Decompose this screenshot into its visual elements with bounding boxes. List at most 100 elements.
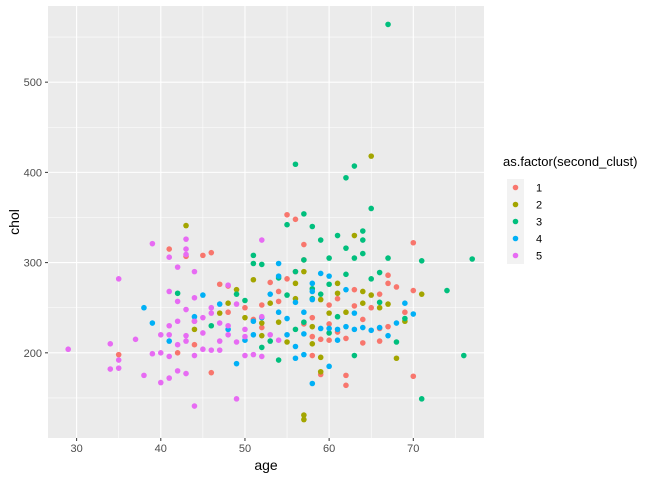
data-point-cluster-3 <box>385 21 391 28</box>
data-point-cluster-4 <box>275 273 282 279</box>
data-point-cluster-2 <box>393 355 400 362</box>
data-point-cluster-3 <box>258 344 265 351</box>
data-point-cluster-1 <box>284 211 290 218</box>
data-point-cluster-1 <box>385 280 391 287</box>
data-point-cluster-1 <box>267 279 274 286</box>
data-point-cluster-2 <box>376 304 383 311</box>
data-point-cluster-3 <box>250 252 257 259</box>
data-point-cluster-3 <box>250 260 257 267</box>
data-point-cluster-3 <box>334 232 341 239</box>
data-point-cluster-1 <box>359 340 366 346</box>
data-point-cluster-3 <box>317 237 324 243</box>
x-tick-label: 30 <box>70 443 82 455</box>
data-point-cluster-5 <box>183 370 189 377</box>
legend-key-5 <box>512 252 519 259</box>
data-point-cluster-1 <box>258 302 265 308</box>
data-point-cluster-1 <box>275 288 282 295</box>
data-point-cluster-5 <box>183 338 189 344</box>
data-point-cluster-1 <box>393 284 400 290</box>
data-point-cluster-1 <box>166 246 173 252</box>
data-point-cluster-4 <box>334 337 341 343</box>
data-point-cluster-4 <box>351 326 358 333</box>
data-point-cluster-3 <box>385 255 391 261</box>
data-point-cluster-2 <box>351 232 358 239</box>
data-point-cluster-1 <box>343 372 349 379</box>
data-point-cluster-2 <box>292 280 299 287</box>
data-point-cluster-1 <box>385 323 391 330</box>
data-point-cluster-3 <box>469 256 476 262</box>
data-point-cluster-5 <box>216 347 223 353</box>
data-point-cluster-4 <box>250 318 257 325</box>
data-point-cluster-5 <box>208 347 215 353</box>
data-point-cluster-5 <box>191 403 198 409</box>
data-point-cluster-4 <box>301 309 307 316</box>
legend-label-1: 1 <box>536 183 542 195</box>
data-point-cluster-2 <box>368 153 375 159</box>
data-point-cluster-5 <box>166 254 173 260</box>
data-point-cluster-4 <box>326 363 332 370</box>
data-point-cluster-4 <box>275 309 282 316</box>
data-point-cluster-2 <box>258 332 265 339</box>
data-point-cluster-1 <box>410 287 417 294</box>
data-point-cluster-5 <box>275 337 282 343</box>
data-point-cluster-5 <box>208 310 215 316</box>
data-point-cluster-5 <box>233 301 240 307</box>
data-point-cluster-3 <box>301 319 307 325</box>
data-point-cluster-3 <box>292 161 299 168</box>
data-point-cluster-5 <box>242 333 248 340</box>
data-point-cluster-3 <box>376 299 383 306</box>
data-point-cluster-3 <box>309 223 316 230</box>
data-point-cluster-3 <box>418 396 425 402</box>
data-point-cluster-5 <box>141 372 147 379</box>
data-point-cluster-1 <box>351 286 358 293</box>
data-point-cluster-5 <box>174 298 181 305</box>
data-point-cluster-4 <box>368 327 375 334</box>
data-point-cluster-3 <box>301 211 307 217</box>
data-point-cluster-4 <box>233 360 240 367</box>
data-point-cluster-1 <box>334 295 341 302</box>
data-points <box>65 21 476 423</box>
data-point-cluster-3 <box>233 291 240 297</box>
data-point-cluster-4 <box>402 300 408 307</box>
data-point-cluster-2 <box>359 288 366 295</box>
data-point-cluster-3 <box>351 163 358 169</box>
data-point-cluster-1 <box>326 321 332 327</box>
data-point-cluster-2 <box>334 280 341 287</box>
data-point-cluster-2 <box>301 416 307 423</box>
data-point-cluster-2 <box>309 323 316 330</box>
data-point-cluster-1 <box>402 309 408 316</box>
data-point-cluster-5 <box>183 332 189 339</box>
y-axis-title: chol <box>6 209 22 235</box>
data-point-cluster-1 <box>208 369 215 376</box>
y-tick-label: 300 <box>24 258 42 270</box>
data-point-cluster-5 <box>65 346 72 353</box>
data-point-cluster-1 <box>410 373 417 380</box>
data-point-cluster-5 <box>174 368 181 374</box>
data-point-cluster-4 <box>250 331 257 338</box>
data-point-cluster-3 <box>334 313 341 320</box>
data-point-cluster-1 <box>258 324 265 331</box>
data-point-cluster-4 <box>393 320 400 326</box>
data-point-cluster-1 <box>191 341 198 348</box>
data-point-cluster-5 <box>258 353 265 360</box>
x-axis-title: age <box>254 457 278 473</box>
data-point-cluster-4 <box>141 304 147 311</box>
data-point-cluster-3 <box>267 338 274 344</box>
data-point-cluster-5 <box>225 322 231 329</box>
data-point-cluster-3 <box>343 245 349 251</box>
data-point-cluster-1 <box>225 309 231 316</box>
data-point-cluster-5 <box>183 251 189 258</box>
data-point-cluster-1 <box>275 298 282 305</box>
data-point-cluster-4 <box>343 323 349 330</box>
data-point-cluster-2 <box>284 339 290 345</box>
data-point-cluster-2 <box>334 290 341 297</box>
data-point-cluster-1 <box>301 241 307 248</box>
data-point-cluster-2 <box>275 319 282 325</box>
legend-label-4: 4 <box>536 234 542 246</box>
data-point-cluster-5 <box>166 375 173 381</box>
data-point-cluster-5 <box>250 351 257 358</box>
data-point-cluster-1 <box>351 303 358 309</box>
data-point-cluster-4 <box>309 380 316 387</box>
data-point-cluster-2 <box>301 268 307 275</box>
